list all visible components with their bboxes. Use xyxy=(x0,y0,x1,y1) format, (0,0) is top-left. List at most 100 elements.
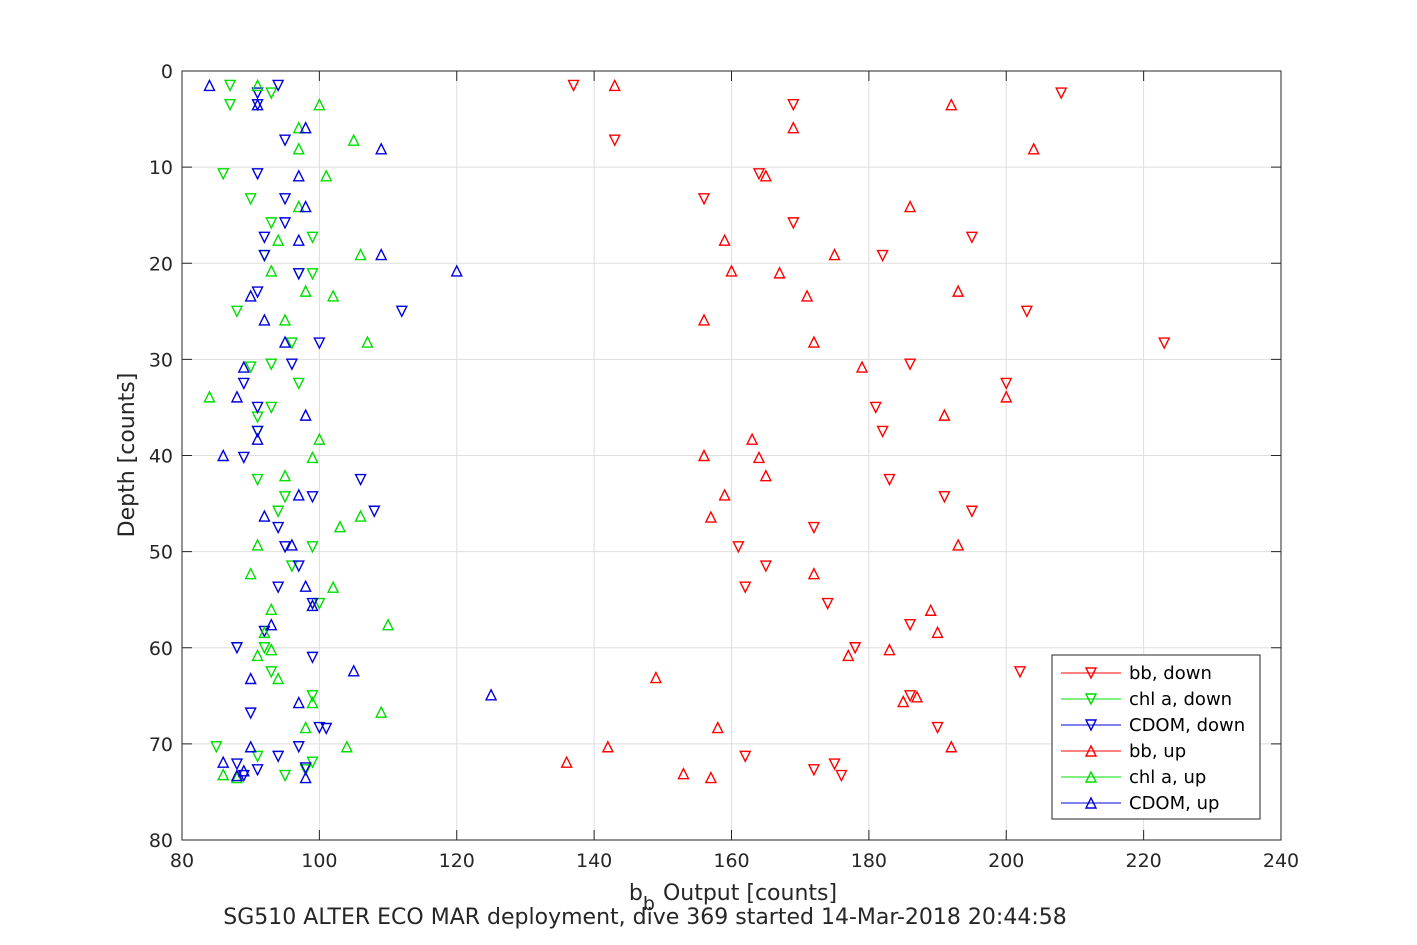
data-point xyxy=(842,648,855,662)
data-point xyxy=(278,335,292,348)
series-0 xyxy=(567,79,1171,783)
data-point xyxy=(759,560,772,573)
data-point xyxy=(484,688,498,701)
data-point xyxy=(931,625,944,639)
data-point xyxy=(1000,377,1013,390)
data-point xyxy=(299,579,312,592)
data-point xyxy=(292,560,305,573)
data-point xyxy=(292,169,305,182)
data-point xyxy=(278,469,292,482)
x-tick-label: 160 xyxy=(713,850,749,872)
data-point xyxy=(244,671,257,685)
y-tick-label: 40 xyxy=(149,446,173,468)
x-tick-label: 120 xyxy=(439,850,475,872)
data-point xyxy=(292,488,305,501)
data-point xyxy=(292,121,305,134)
data-point xyxy=(368,505,381,518)
data-point xyxy=(807,567,821,580)
data-point xyxy=(354,248,367,261)
data-point xyxy=(608,78,621,92)
data-point xyxy=(272,581,285,594)
legend-marker xyxy=(1084,667,1098,680)
data-point xyxy=(306,690,319,703)
data-point xyxy=(326,289,340,302)
data-point xyxy=(697,193,711,206)
x-axis-label: bb Output [counts] xyxy=(629,881,837,915)
x-tick-label: 80 xyxy=(170,850,194,872)
data-point xyxy=(883,643,896,656)
y-tick-label: 80 xyxy=(149,830,173,852)
data-point xyxy=(285,358,299,371)
data-point xyxy=(251,168,264,181)
data-point xyxy=(272,521,285,535)
data-point xyxy=(945,740,958,753)
data-point xyxy=(258,231,271,244)
data-point xyxy=(230,769,244,782)
data-point xyxy=(732,541,745,554)
data-point xyxy=(306,268,319,281)
data-point xyxy=(835,769,848,783)
data-point xyxy=(333,520,347,533)
data-point xyxy=(306,231,319,244)
legend-marker xyxy=(1084,796,1098,809)
data-point xyxy=(278,541,292,554)
data-point xyxy=(313,597,326,611)
data-point xyxy=(237,360,250,373)
data-point xyxy=(320,722,333,736)
legend-entry: bb, up xyxy=(1061,741,1186,762)
data-point xyxy=(903,199,917,213)
data-point xyxy=(849,642,862,655)
data-point xyxy=(1027,142,1040,155)
data-point xyxy=(711,720,724,734)
data-point xyxy=(704,770,718,784)
data-point xyxy=(965,505,979,518)
data-point xyxy=(787,98,800,112)
data-point xyxy=(306,756,319,769)
data-point xyxy=(608,134,621,147)
x-tick-label: 200 xyxy=(988,850,1024,872)
data-point xyxy=(299,199,312,213)
data-point xyxy=(560,755,573,768)
data-point xyxy=(258,249,271,263)
data-point xyxy=(677,767,690,780)
x-axis-label-subscript: b xyxy=(643,893,655,915)
data-point xyxy=(299,762,312,775)
data-point xyxy=(203,78,216,92)
data-point xyxy=(223,79,237,92)
legend-marker xyxy=(1084,719,1098,732)
data-point xyxy=(381,618,395,631)
data-point xyxy=(1020,305,1033,318)
data-point xyxy=(217,168,230,181)
data-point xyxy=(278,491,292,504)
data-point xyxy=(278,134,292,147)
legend-entry: chl a, down xyxy=(1061,689,1232,710)
legend-box xyxy=(1051,654,1261,820)
data-point xyxy=(299,770,312,784)
data-point xyxy=(952,284,965,297)
data-point xyxy=(292,741,305,754)
data-point xyxy=(759,169,772,182)
data-point xyxy=(718,233,731,246)
legend-label: chl a, down xyxy=(1129,689,1232,710)
data-point xyxy=(272,671,285,685)
data-point xyxy=(217,768,230,781)
data-point xyxy=(251,648,264,662)
data-point xyxy=(265,264,278,277)
x-tick-label: 140 xyxy=(576,850,612,872)
legend-label: chl a, up xyxy=(1129,767,1206,788)
data-point xyxy=(299,408,312,421)
legend-marker xyxy=(1084,770,1098,783)
data-point xyxy=(306,491,319,504)
data-point xyxy=(1000,390,1013,403)
data-point xyxy=(251,764,264,777)
data-point xyxy=(258,625,271,639)
data-point xyxy=(704,510,718,523)
data-point xyxy=(718,488,731,501)
data-point xyxy=(306,450,319,464)
data-point xyxy=(210,741,223,754)
data-point xyxy=(237,451,250,464)
data-point xyxy=(251,432,264,445)
data-point xyxy=(855,360,869,373)
data-point xyxy=(807,521,821,535)
